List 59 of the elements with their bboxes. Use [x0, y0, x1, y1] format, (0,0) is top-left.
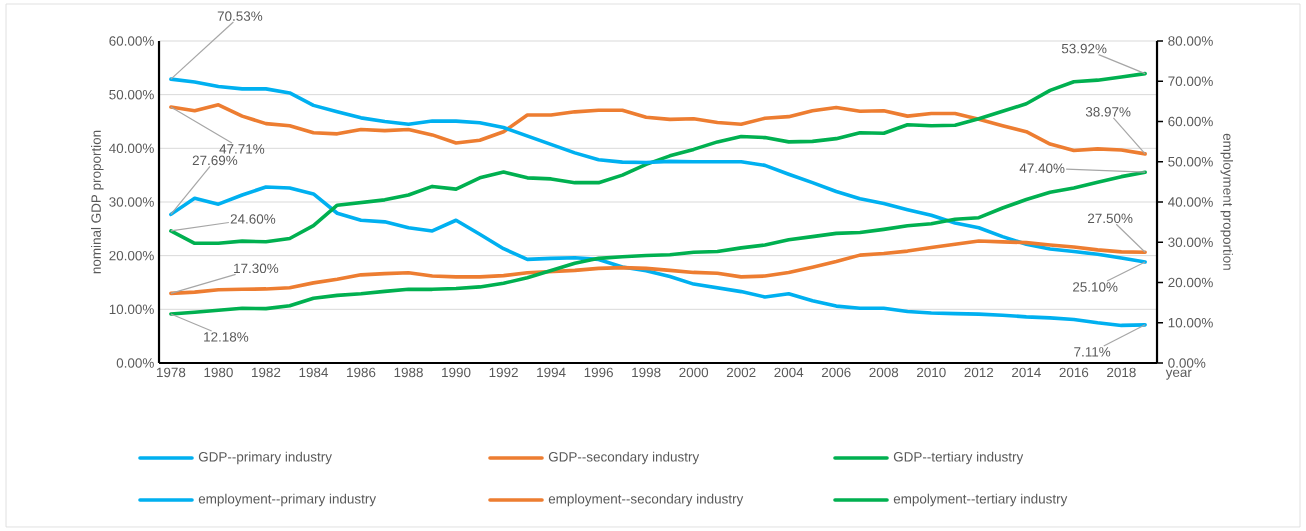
x-tick-label: 2000 [679, 367, 709, 378]
x-tick-label: 2014 [1012, 367, 1041, 378]
x-tick-label: 1978 [156, 367, 186, 378]
y2-tick-label: 20.00% [1168, 277, 1213, 288]
legend-label: GDP--primary industry [198, 451, 332, 465]
x-tick-label: 1986 [347, 367, 376, 378]
x-tick-label: 2006 [821, 367, 851, 378]
y2-tick-label: 50.00% [1168, 156, 1213, 167]
legend-label: GDP--tertiary industry [893, 451, 1024, 465]
y-tick-label: 0.00% [116, 358, 154, 368]
data-label: 27.50% [1088, 213, 1133, 224]
x-tick-label: 2018 [1107, 367, 1136, 378]
x-tick-label: 2008 [869, 367, 899, 378]
y-tick-label: 10.00% [109, 304, 154, 315]
data-label: 47.40% [1019, 163, 1065, 173]
x-tick-label: 1996 [584, 367, 613, 378]
x-tick-label: 1994 [537, 367, 566, 378]
x-tick-label: 1998 [632, 367, 661, 378]
y2-tick-label: 10.00% [1168, 317, 1213, 328]
x-tick-label: 1980 [204, 367, 233, 378]
x-tick-label: 1984 [299, 367, 329, 378]
x-tick-label: 2016 [1059, 367, 1089, 378]
y2-tick-label: 60.00% [1168, 116, 1213, 127]
data-label: 24.60% [230, 214, 276, 224]
data-label: 12.18% [204, 332, 249, 342]
data-label: 70.53% [217, 11, 263, 21]
y-tick-label: 60.00% [109, 36, 154, 46]
legend-label: empolyment--tertiary industry [893, 493, 1068, 507]
y-tick-label: 20.00% [109, 250, 154, 261]
legend-label: employment--secondary industry [548, 493, 744, 507]
data-label: 38.97% [1085, 107, 1131, 117]
line-series [169, 103, 1147, 156]
y2-tick-label: 0.00% [1168, 358, 1206, 368]
x-tick-label: 2004 [774, 367, 804, 378]
data-label: 27.69% [192, 155, 238, 166]
legend-label: employment--primary industry [198, 493, 377, 507]
y-tick-label: 30.00% [109, 197, 154, 207]
x-tick-label: 2010 [916, 367, 946, 378]
data-label: 47.71% [219, 144, 265, 154]
data-label: 17.30% [234, 263, 279, 274]
x-tick-label: 1988 [394, 367, 423, 378]
y-tick-label: 40.00% [109, 143, 154, 154]
x-axis-title: year [1165, 369, 1192, 380]
y2-axis-title: employment proportion [1220, 133, 1234, 270]
x-tick-label: 2012 [964, 367, 994, 378]
x-tick-label: 1982 [252, 367, 281, 378]
data-label: 25.10% [1073, 282, 1118, 292]
y-tick-label: 50.00% [109, 89, 154, 100]
x-tick-label: 1990 [442, 367, 471, 378]
y2-tick-label: 80.00% [1168, 36, 1213, 46]
data-label: 53.92% [1061, 43, 1107, 54]
x-tick-label: 1992 [489, 367, 518, 378]
y-axis-title: nominal GDP proportion [91, 130, 104, 274]
y2-tick-label: 70.00% [1168, 76, 1213, 86]
y2-tick-label: 40.00% [1168, 197, 1213, 207]
y2-tick-label: 30.00% [1168, 237, 1213, 247]
x-tick-label: 2002 [726, 367, 756, 378]
data-label: 7.11% [1074, 347, 1111, 357]
legend-label: GDP--secondary industry [548, 451, 700, 465]
